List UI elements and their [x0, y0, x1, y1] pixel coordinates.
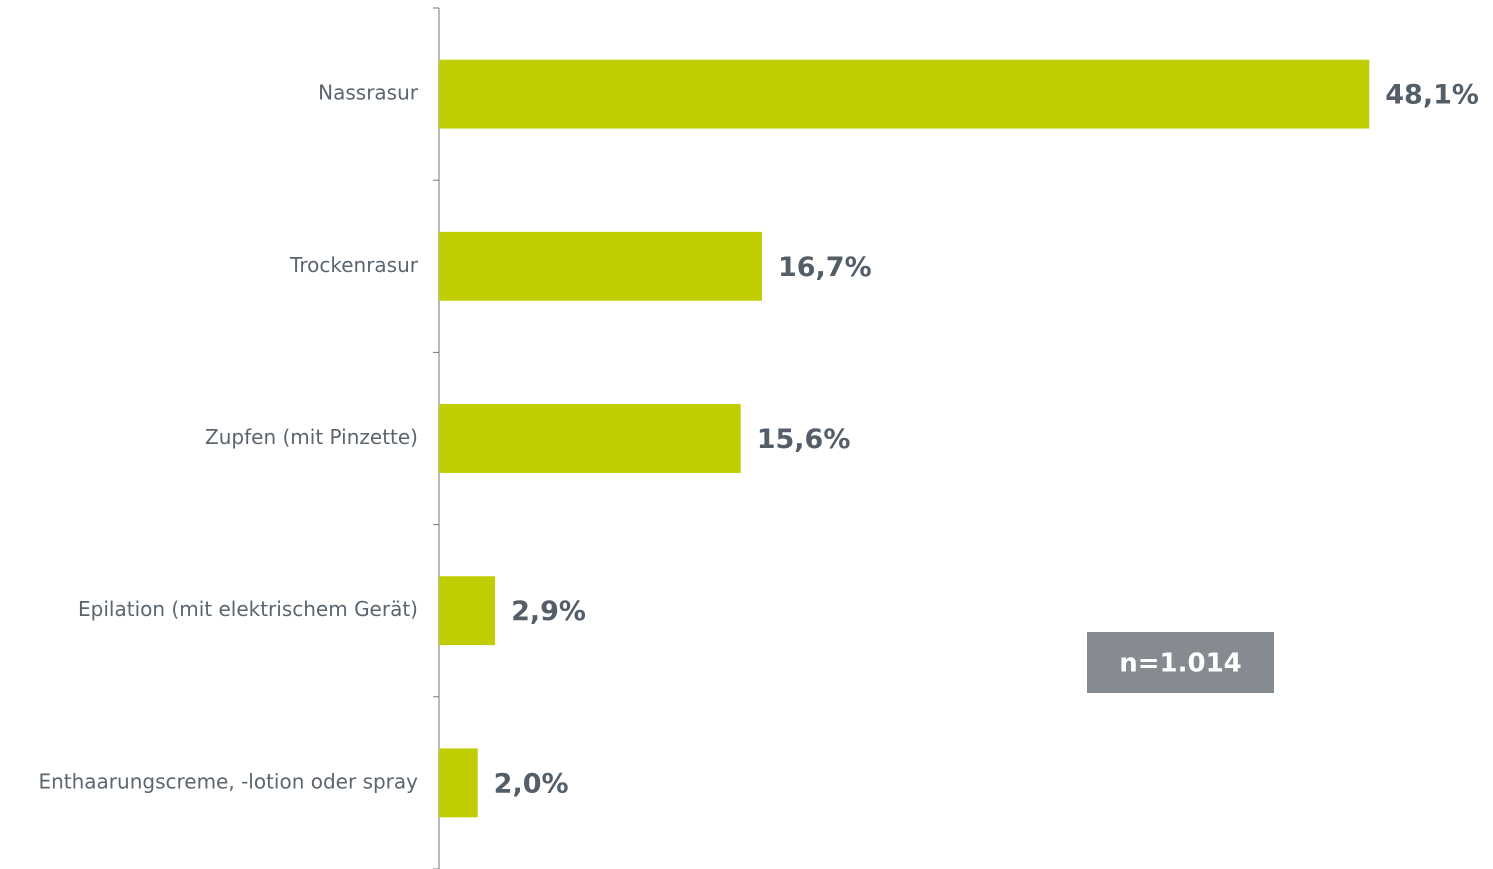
bar	[439, 231, 762, 301]
annotation-box	[1087, 632, 1274, 693]
category-label: Epilation (mit elektrischem Gerät)	[78, 597, 418, 621]
bar	[439, 576, 496, 646]
bar	[439, 404, 741, 473]
value-label: 2,0%	[494, 768, 569, 799]
bar	[439, 59, 1370, 129]
category-label: Zupfen (mit Pinzette)	[205, 425, 418, 449]
category-label: Nassrasur	[318, 81, 419, 105]
value-label: 48,1%	[1385, 80, 1479, 111]
annotation: n=1.014	[1119, 649, 1242, 679]
category-label: Trockenrasur	[289, 253, 419, 277]
value-label: 2,9%	[511, 596, 586, 627]
value-label: 16,7%	[778, 252, 872, 283]
category-label: Enthaarungscreme, -lotion oder spray	[38, 769, 418, 793]
value-label: 15,6%	[757, 424, 851, 455]
bar	[439, 748, 478, 818]
